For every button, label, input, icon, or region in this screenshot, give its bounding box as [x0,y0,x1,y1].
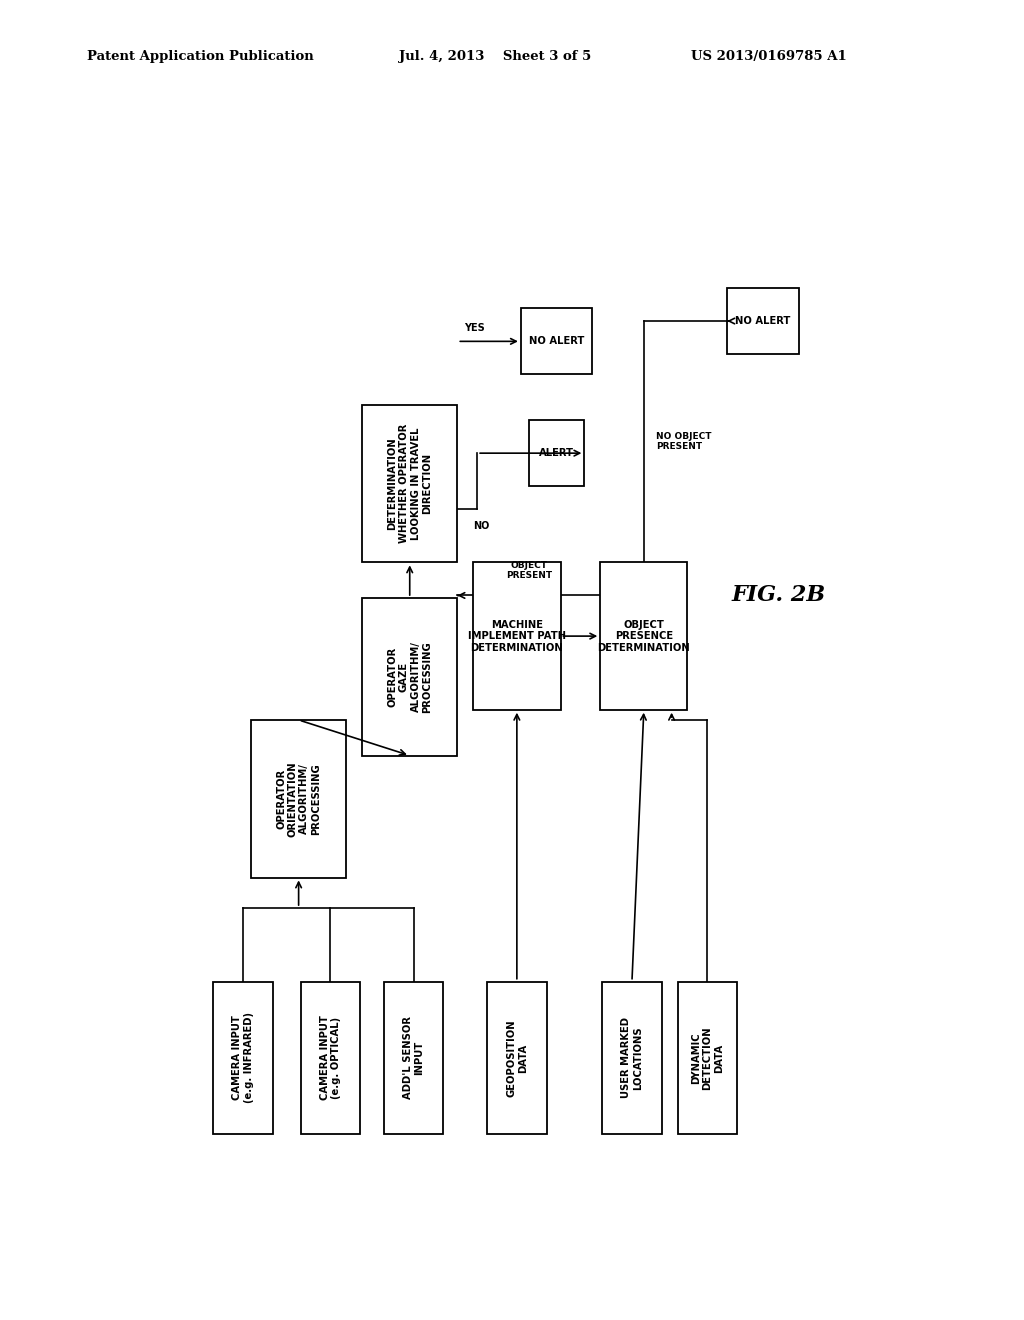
Text: OBJECT
PRESENT: OBJECT PRESENT [506,561,552,581]
Bar [384,982,443,1134]
Text: USER MARKED
LOCATIONS: USER MARKED LOCATIONS [622,1018,643,1098]
Text: NO ALERT: NO ALERT [735,315,791,326]
Text: NO ALERT: NO ALERT [528,337,585,346]
Text: OPERATOR
ORIENTATION
ALGORITHM/
PROCESSING: OPERATOR ORIENTATION ALGORITHM/ PROCESSI… [276,760,322,837]
Bar [362,405,458,562]
Bar [251,719,346,878]
Text: CAMERA INPUT
(e.g. OPTICAL): CAMERA INPUT (e.g. OPTICAL) [319,1015,341,1101]
Bar [600,562,687,710]
Text: ADD'L SENSOR
INPUT: ADD'L SENSOR INPUT [402,1016,425,1100]
Bar [301,982,360,1134]
Text: DETERMINATION
WHETHER OPERATOR
LOOKING IN TRAVEL
DIRECTION: DETERMINATION WHETHER OPERATOR LOOKING I… [387,424,432,544]
Bar [528,420,585,486]
Text: DYNAMIC
DETECTION
DATA: DYNAMIC DETECTION DATA [691,1026,724,1090]
Text: GEOPOSITION
DATA: GEOPOSITION DATA [506,1019,527,1097]
Text: NO: NO [473,521,489,531]
Bar [473,562,560,710]
Text: Patent Application Publication: Patent Application Publication [87,50,313,63]
Text: CAMERA INPUT
(e.g. INFRARED): CAMERA INPUT (e.g. INFRARED) [232,1012,254,1104]
Text: MACHINE
IMPLEMENT PATH
DETERMINATION: MACHINE IMPLEMENT PATH DETERMINATION [468,619,566,652]
Text: OPERATOR
GAZE
ALGORITHM/
PROCESSING: OPERATOR GAZE ALGORITHM/ PROCESSING [387,642,432,713]
Bar [602,982,662,1134]
Bar [521,309,592,375]
Bar [213,982,272,1134]
Text: YES: YES [464,323,484,333]
Text: Jul. 4, 2013    Sheet 3 of 5: Jul. 4, 2013 Sheet 3 of 5 [399,50,592,63]
Text: ALERT: ALERT [539,449,574,458]
Text: OBJECT
PRESENCE
DETERMINATION: OBJECT PRESENCE DETERMINATION [597,619,690,652]
Bar [678,982,737,1134]
Text: FIG. 2B: FIG. 2B [732,585,825,606]
Text: NO OBJECT
PRESENT: NO OBJECT PRESENT [655,432,712,451]
Bar [727,288,799,354]
Text: US 2013/0169785 A1: US 2013/0169785 A1 [691,50,847,63]
Bar [362,598,458,755]
Bar [487,982,547,1134]
